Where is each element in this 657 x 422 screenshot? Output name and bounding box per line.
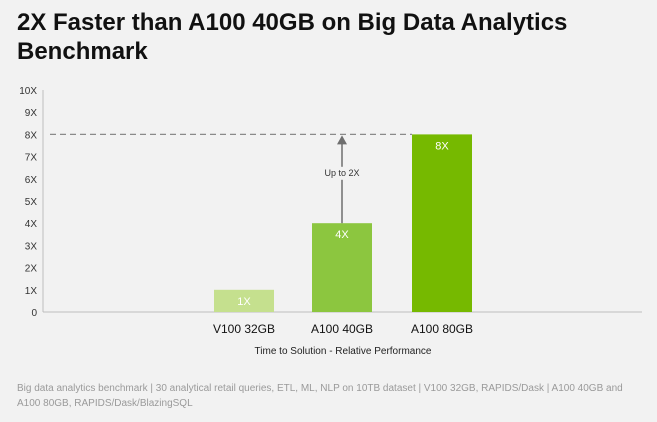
- annotation-text: Up to 2X: [324, 168, 359, 178]
- annotation-background: [318, 166, 366, 180]
- y-tick-labels: 0 1X 2X 3X 4X 5X 6X 7X 8X 9X 10X: [19, 86, 37, 319]
- bars: 1X 4X 8X: [214, 134, 472, 312]
- y-tick-label: 5X: [25, 197, 38, 208]
- bar-v100-32gb: [214, 289, 274, 312]
- y-tick-label: 8X: [25, 130, 38, 141]
- x-axis-title: Time to Solution - Relative Performance: [255, 346, 432, 357]
- y-tick-label: 3X: [25, 241, 38, 252]
- y-tick-label: 7X: [25, 153, 38, 164]
- y-tick-label: 4X: [25, 219, 38, 230]
- y-tick-label: 10X: [19, 86, 37, 97]
- bar-value-label: 4X: [335, 229, 349, 241]
- category-label: A100 40GB: [311, 322, 373, 336]
- bar-a100-40gb: [312, 223, 372, 312]
- up-to-annotation: Up to 2X: [318, 135, 366, 224]
- chart-title: 2X Faster than A100 40GB on Big Data Ana…: [17, 9, 568, 65]
- y-tick-label: 2X: [25, 264, 38, 275]
- bar-value-label: 8X: [435, 140, 449, 152]
- y-axis: 0 1X 2X 3X 4X 5X 6X 7X 8X 9X 10X: [19, 86, 642, 319]
- arrow-head-icon: [337, 135, 347, 145]
- y-tick-label: 1X: [25, 286, 38, 297]
- category-label: A100 80GB: [411, 322, 473, 336]
- bar-value-label: 1X: [237, 296, 251, 308]
- footnote: Big data analytics benchmark | 30 analyt…: [17, 383, 623, 409]
- y-tick-label: 0: [31, 308, 37, 319]
- category-label: V100 32GB: [213, 322, 275, 336]
- y-tick-label: 6X: [25, 175, 38, 186]
- category-labels: V100 32GB A100 40GB A100 80GB: [213, 322, 473, 336]
- y-tick-label: 9X: [25, 108, 38, 119]
- bar-a100-80gb: [412, 134, 472, 312]
